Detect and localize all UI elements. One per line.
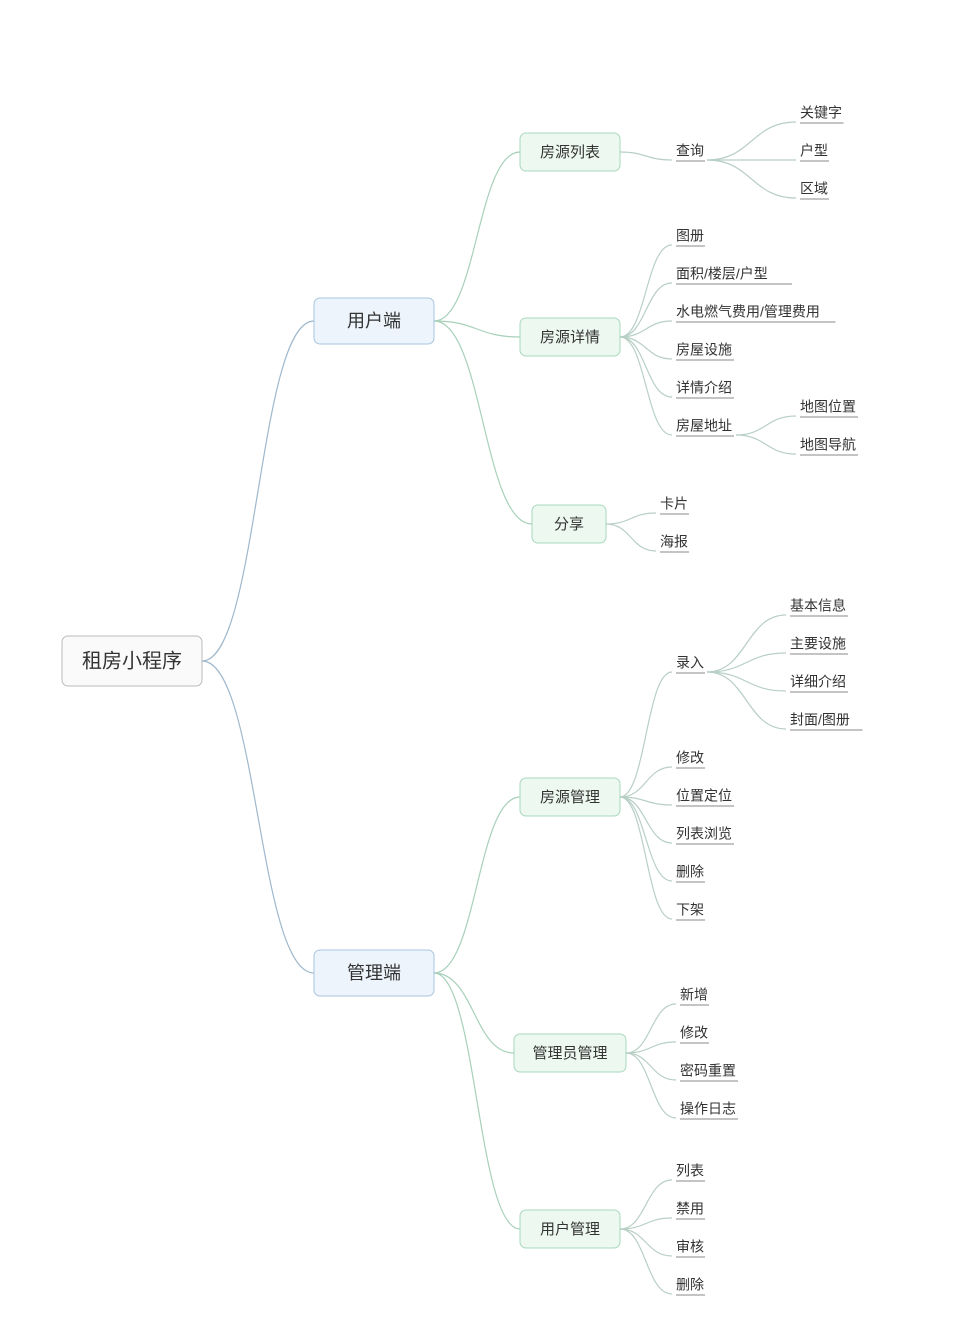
l1-node-client-label: 用户端 bbox=[347, 311, 401, 331]
leaf-label: 面积/楼层/户型 bbox=[676, 266, 768, 282]
leaf-label: 区域 bbox=[800, 181, 828, 197]
l2-node-adminmg-label: 管理员管理 bbox=[532, 1045, 607, 1062]
leaf-label: 地图位置 bbox=[800, 399, 856, 415]
leaf-label: 列表浏览 bbox=[676, 826, 732, 842]
leaf-label: 水电燃气费用/管理费用 bbox=[676, 304, 820, 320]
leaf-label: 位置定位 bbox=[676, 788, 732, 804]
leaf-label: 列表 bbox=[676, 1163, 704, 1179]
leaf-label: 新增 bbox=[680, 987, 708, 1003]
leaf-label: 录入 bbox=[676, 655, 704, 671]
l2-node-detail-label: 房源详情 bbox=[540, 329, 600, 346]
mindmap-canvas: 查询 关键字户型区域图册面积/楼层/户型水电燃气费用/管理费用房屋设施详情介绍房屋… bbox=[0, 0, 971, 1321]
l2-node-share-label: 分享 bbox=[554, 516, 584, 533]
l1-node-admin-label: 管理端 bbox=[347, 963, 401, 983]
leaf-label: 禁用 bbox=[676, 1201, 704, 1217]
leaf-label: 房屋地址 bbox=[676, 418, 732, 434]
leaf-label: 删除 bbox=[676, 1277, 704, 1293]
leaf-label: 户型 bbox=[800, 143, 828, 159]
leaf-label: 详情介绍 bbox=[676, 380, 732, 396]
leaf-label: 图册 bbox=[676, 228, 704, 244]
leaf-label: 修改 bbox=[680, 1025, 708, 1041]
leaf-label: 查询 bbox=[676, 143, 704, 159]
leaf-label: 修改 bbox=[676, 750, 704, 766]
leaf-label: 操作日志 bbox=[680, 1101, 736, 1117]
leaf-label: 详细介绍 bbox=[790, 674, 846, 690]
leaf-label: 房屋设施 bbox=[676, 342, 732, 358]
leaf-label: 地图导航 bbox=[800, 437, 856, 453]
leaf-label: 主要设施 bbox=[790, 636, 846, 652]
l2-node-list-label: 房源列表 bbox=[540, 144, 600, 161]
leaf-label: 下架 bbox=[676, 902, 704, 918]
l2-node-usermg-label: 用户管理 bbox=[540, 1221, 600, 1238]
leaf-label: 基本信息 bbox=[790, 598, 846, 614]
leaf-label: 封面/图册 bbox=[790, 712, 850, 728]
l2-node-house-label: 房源管理 bbox=[540, 789, 600, 806]
root-node-label: 租房小程序 bbox=[82, 649, 182, 672]
leaf-label: 卡片 bbox=[660, 496, 688, 512]
leaf-label: 关键字 bbox=[800, 105, 842, 121]
leaf-label: 删除 bbox=[676, 864, 704, 880]
leaf-label: 审核 bbox=[676, 1239, 704, 1255]
leaf-label: 海报 bbox=[660, 534, 688, 550]
leaf-label: 密码重置 bbox=[680, 1063, 736, 1079]
